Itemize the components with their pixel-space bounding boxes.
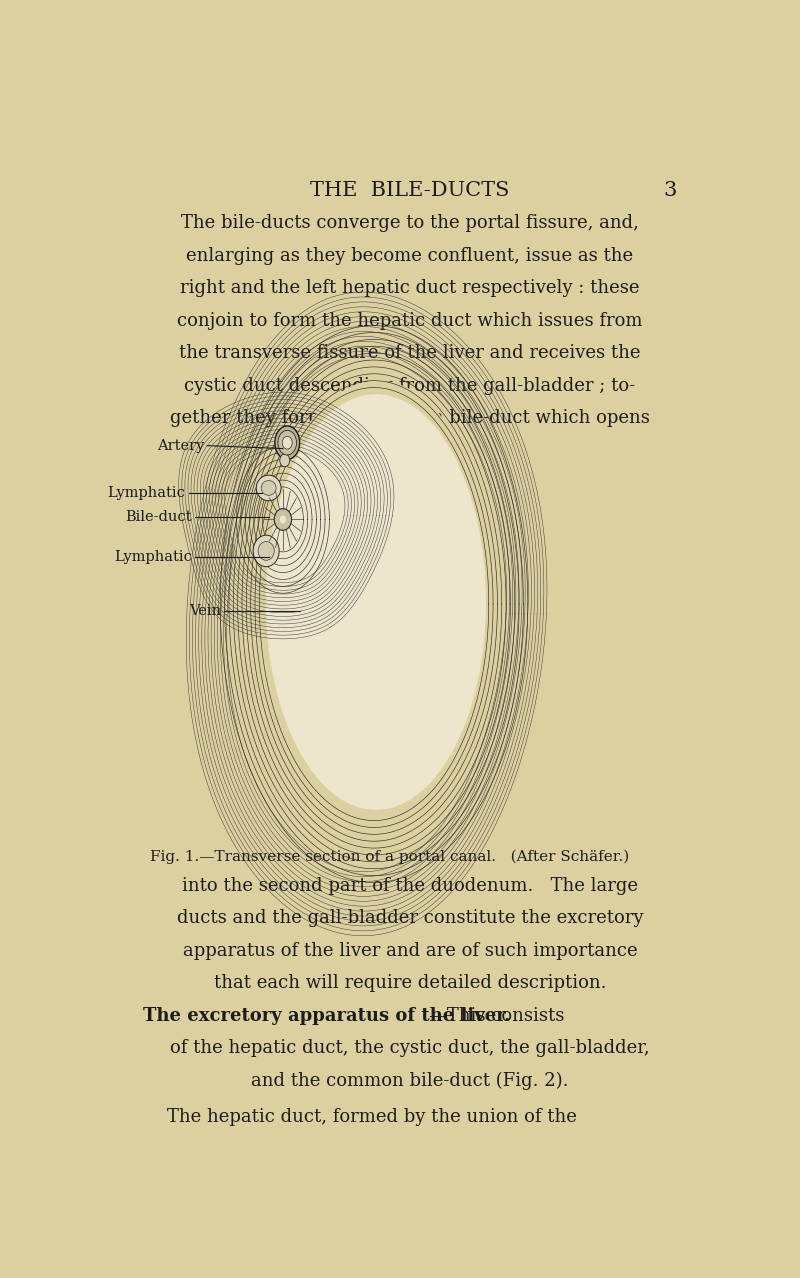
Text: Lymphatic: Lymphatic <box>108 486 186 500</box>
Ellipse shape <box>258 542 274 560</box>
Text: into the second part of the duodenum.   The large: into the second part of the duodenum. Th… <box>182 877 638 895</box>
Text: conjoin to form the hepatic duct which issues from: conjoin to form the hepatic duct which i… <box>178 312 642 330</box>
Text: The bile-ducts converge to the portal fissure, and,: The bile-ducts converge to the portal fi… <box>181 215 639 233</box>
Text: Lymphatic: Lymphatic <box>114 550 192 564</box>
Ellipse shape <box>261 481 276 496</box>
Text: enlarging as they become confluent, issue as the: enlarging as they become confluent, issu… <box>186 247 634 265</box>
Text: of the hepatic duct, the cystic duct, the gall-bladder,: of the hepatic duct, the cystic duct, th… <box>170 1039 650 1057</box>
Ellipse shape <box>253 535 279 566</box>
Text: right and the left hepatic duct respectively : these: right and the left hepatic duct respecti… <box>180 280 640 298</box>
Ellipse shape <box>278 431 297 455</box>
Ellipse shape <box>282 436 292 449</box>
Text: THE  BILE-DUCTS: THE BILE-DUCTS <box>310 181 510 199</box>
Text: The hepatic duct, formed by the union of the: The hepatic duct, formed by the union of… <box>167 1108 577 1126</box>
Text: cystic duct descending from the gall-bladder ; to-: cystic duct descending from the gall-bla… <box>185 377 635 395</box>
Text: gether they form the common bile-duct which opens: gether they form the common bile-duct wh… <box>170 409 650 427</box>
Text: ducts and the gall-bladder constitute the excretory: ducts and the gall-bladder constitute th… <box>177 909 643 927</box>
Text: The excretory apparatus of the liver.: The excretory apparatus of the liver. <box>143 1007 511 1025</box>
Ellipse shape <box>275 426 300 459</box>
Ellipse shape <box>262 381 494 818</box>
Text: that each will require detailed description.: that each will require detailed descript… <box>214 974 606 992</box>
Text: —This consists: —This consists <box>430 1007 565 1025</box>
Text: Vein: Vein <box>189 604 221 619</box>
Ellipse shape <box>280 454 290 466</box>
Ellipse shape <box>280 515 286 524</box>
Text: and the common bile-duct (Fig. 2).: and the common bile-duct (Fig. 2). <box>251 1071 569 1090</box>
Ellipse shape <box>274 509 291 530</box>
Ellipse shape <box>256 475 281 501</box>
Text: the transverse fissure of the liver and receives the: the transverse fissure of the liver and … <box>179 344 641 362</box>
Text: apparatus of the liver and are of such importance: apparatus of the liver and are of such i… <box>182 942 638 960</box>
Text: 3: 3 <box>663 181 677 199</box>
Text: Fig. 1.—Transverse section of a portal canal.   (After Schäfer.): Fig. 1.—Transverse section of a portal c… <box>150 850 629 864</box>
Text: Artery: Artery <box>157 438 204 452</box>
Text: Bile-duct: Bile-duct <box>126 510 192 524</box>
Ellipse shape <box>266 394 486 810</box>
